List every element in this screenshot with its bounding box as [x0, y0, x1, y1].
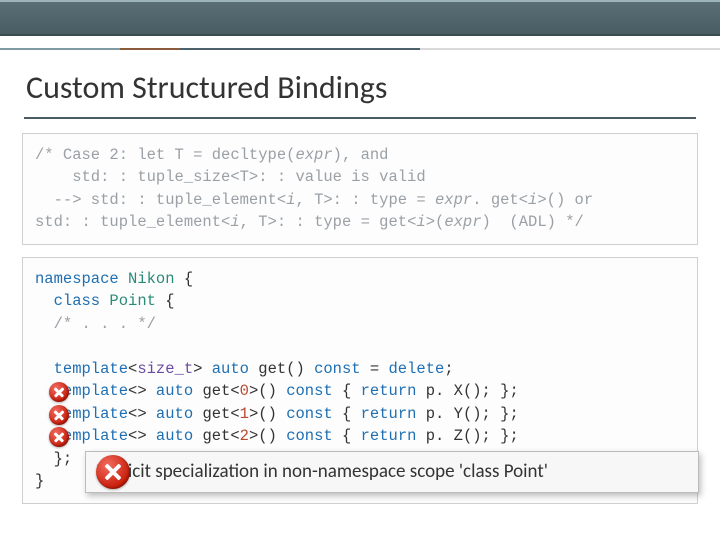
code-token: , T>: : type =: [295, 191, 435, 209]
code-line: class Point {: [35, 290, 685, 312]
code-token: {: [342, 405, 361, 423]
code-token: size_t: [137, 360, 193, 378]
code-token: std: : tuple_element<: [35, 213, 230, 231]
code-token: get<: [202, 382, 239, 400]
code-token: return: [361, 405, 426, 423]
code-token: {: [165, 292, 174, 310]
code-token: Nikon: [128, 270, 184, 288]
code-token: const: [286, 427, 342, 445]
code-token: --> std: : tuple_element<: [35, 191, 286, 209]
code-token: const: [286, 382, 342, 400]
code-token: const: [286, 405, 342, 423]
code-line: template<> auto get<0>() const { return …: [35, 380, 685, 402]
code-token: delete: [389, 360, 445, 378]
code-token: /* . . . */: [35, 315, 156, 333]
code-token: auto: [212, 360, 259, 378]
code-token: expr: [444, 213, 481, 231]
error-text: Explicit specialization in non-namespace…: [96, 458, 548, 486]
code-token: >: [193, 360, 212, 378]
code-token: <>: [128, 382, 156, 400]
code-token: 2: [240, 427, 249, 445]
code-line: std: : tuple_element<i, T>: : type = get…: [35, 211, 685, 233]
code-token: Point: [109, 292, 165, 310]
code-token: auto: [156, 382, 203, 400]
code-token: p. Z(); };: [426, 427, 519, 445]
ribbon-segment: [180, 48, 420, 50]
code-token: /* Case 2: let T = decltype(: [35, 146, 295, 164]
slide-title: Custom Structured Bindings: [0, 50, 720, 115]
code-line: std: : tuple_size<T>: : value is valid: [35, 166, 685, 188]
code-token: const: [314, 360, 370, 378]
inline-error-icon: [49, 405, 69, 425]
code-line: /* Case 2: let T = decltype(expr), and: [35, 144, 685, 166]
code-token: <>: [128, 405, 156, 423]
code-line: /* . . . */: [35, 313, 685, 335]
code-token: =: [370, 360, 389, 378]
code-token: ) (ADL) */: [482, 213, 584, 231]
code-token: >(): [249, 427, 286, 445]
code-line: template<size_t> auto get() const = dele…: [35, 358, 685, 380]
code-token: get<: [202, 405, 239, 423]
code-token: return: [361, 382, 426, 400]
code-token: };: [35, 450, 72, 468]
code-line: --> std: : tuple_element< i , T>: : type =…: [35, 189, 685, 211]
code-token: 0: [240, 382, 249, 400]
code-token: std: : tuple_size<T>: : value is valid: [35, 168, 426, 186]
error-callout: Explicit specialization in non-namespace…: [85, 451, 699, 493]
code-token: ;: [444, 360, 453, 378]
code-token: >() or: [537, 191, 593, 209]
ribbon-segment: [0, 48, 120, 50]
code-token: i: [528, 191, 537, 209]
code-token: }: [35, 472, 44, 490]
code-block-example: namespace Nikon { class Point { /* . . .…: [22, 257, 698, 504]
code-token: template: [35, 360, 128, 378]
code-token: expr: [435, 191, 472, 209]
code-token: return: [361, 427, 426, 445]
title-underline: [24, 117, 696, 119]
code-token: {: [184, 270, 193, 288]
code-token: get<: [202, 427, 239, 445]
code-token: 1: [240, 405, 249, 423]
code-line: template<> auto get<1>() const { return …: [35, 403, 685, 425]
code-token: <: [128, 360, 137, 378]
code-token: , T>: : type = get<: [240, 213, 417, 231]
ribbon-line: [0, 48, 720, 50]
slide-top-band: [0, 0, 720, 36]
code-token: <>: [128, 427, 156, 445]
code-token: >(): [249, 382, 286, 400]
error-icon: [96, 455, 130, 489]
code-token: class: [35, 292, 109, 310]
code-token: >(): [249, 405, 286, 423]
code-token: p. Y(); };: [426, 405, 519, 423]
code-token: i: [416, 213, 425, 231]
code-token: ), and: [333, 146, 389, 164]
code-token: namespace: [35, 270, 128, 288]
code-token: auto: [156, 427, 203, 445]
ribbon-segment: [120, 48, 180, 50]
ribbon-segment: [420, 48, 720, 50]
code-line: [35, 335, 685, 357]
code-token: . get<: [472, 191, 528, 209]
code-token: p. X(); };: [426, 382, 519, 400]
code-line: template<> auto get<2>() const { return …: [35, 425, 685, 447]
code-token: expr: [295, 146, 332, 164]
code-token: [35, 337, 44, 355]
code-line: namespace Nikon {: [35, 268, 685, 290]
code-token: {: [342, 382, 361, 400]
code-token: auto: [156, 405, 203, 423]
code-block-case2: /* Case 2: let T = decltype(expr), and s…: [22, 133, 698, 245]
code-token: i: [230, 213, 239, 231]
code-token: get(): [258, 360, 314, 378]
code-token: >(: [426, 213, 445, 231]
code-token: {: [342, 427, 361, 445]
